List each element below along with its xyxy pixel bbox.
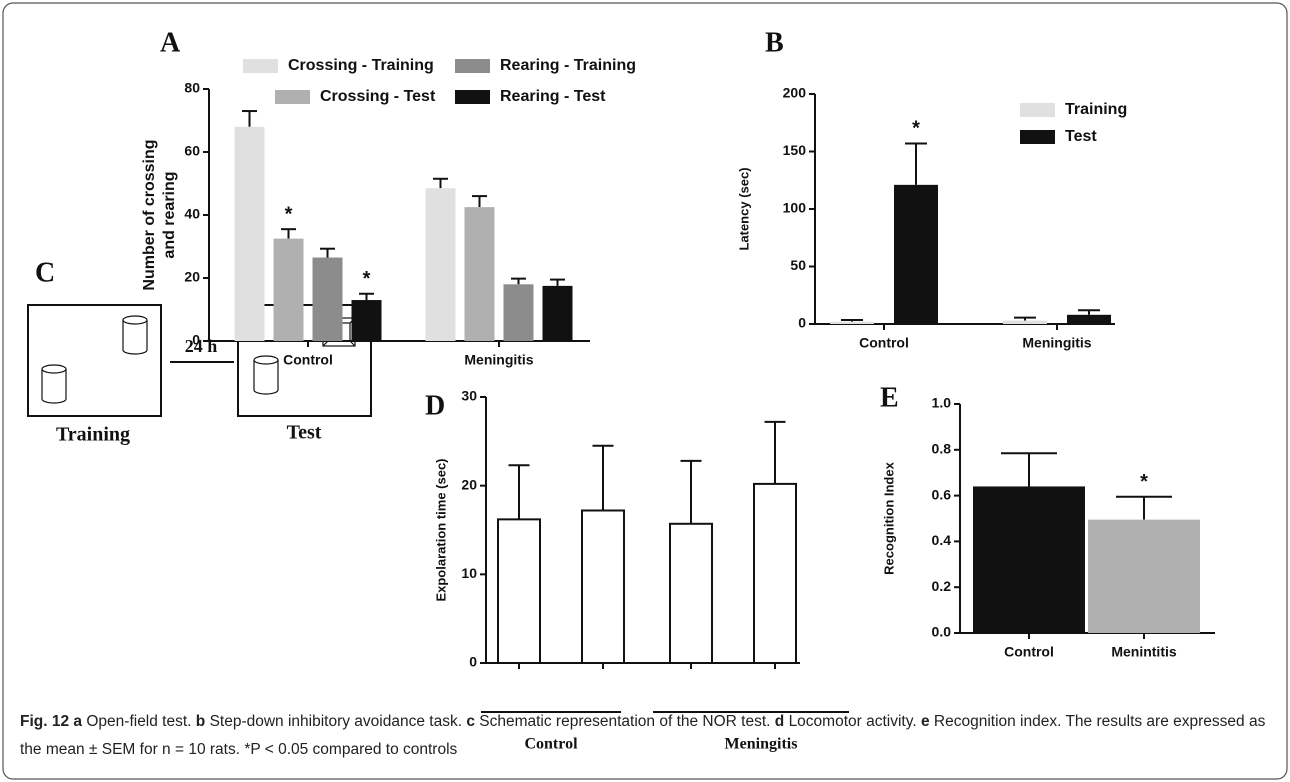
legend-swatch [275, 90, 310, 104]
y-tick-label: 60 [184, 143, 200, 159]
bar [542, 285, 573, 341]
legend-swatch [1020, 103, 1055, 117]
test-box [237, 304, 372, 417]
significance-mark: * [285, 203, 293, 225]
caption-letter: d [774, 713, 785, 730]
panel-label: A [160, 27, 181, 58]
y-tick-label: 0.4 [932, 532, 952, 548]
caption-text: Step-down inhibitory avoidance task. [209, 713, 463, 730]
y-axis-label: Expolaration time (sec) [433, 458, 448, 601]
bar [669, 522, 713, 664]
x-tick-label: Control [283, 352, 333, 368]
y-tick-label: 100 [783, 200, 807, 216]
y-axis-label: and rearing [161, 171, 178, 258]
caption-letter: b [195, 713, 206, 730]
legend-swatch [455, 90, 490, 104]
y-tick-label: 30 [461, 388, 477, 404]
y-tick-label: 10 [461, 565, 477, 581]
y-tick-label: 0 [469, 654, 477, 670]
bar [351, 300, 382, 341]
panel-label: B [765, 27, 784, 58]
panel-label: D [425, 390, 445, 421]
bar [464, 207, 495, 341]
legend-label: Rearing - Training [500, 57, 636, 74]
legend-label: Crossing - Test [320, 88, 436, 105]
legend-label: Test [1065, 128, 1097, 145]
y-tick-label: 80 [184, 80, 200, 96]
bar [1067, 314, 1111, 324]
y-tick-label: 1.0 [932, 395, 952, 411]
y-tick-label: 150 [783, 142, 807, 158]
y-tick-label: 0.6 [932, 486, 952, 502]
legend-swatch [455, 59, 490, 73]
y-tick-label: 0.8 [932, 441, 952, 457]
legend-label: Rearing - Test [500, 88, 606, 105]
x-tick-label: Meningitis [464, 352, 533, 368]
y-tick-label: 0 [192, 332, 200, 348]
caption-text: Open-field test. [86, 713, 192, 730]
caption-footer: The results are expressed as the mean ± … [20, 713, 1266, 758]
bar [830, 321, 874, 324]
x-tick-label: Menintitis [1111, 644, 1177, 660]
x-tick-label: Meningitis [1022, 335, 1091, 351]
x-tick-label: Meningitis [725, 736, 798, 753]
bar [1003, 320, 1047, 324]
caption-letter: e [920, 713, 930, 730]
y-tick-label: 200 [783, 85, 807, 101]
bar [973, 486, 1085, 633]
y-tick-label: 40 [184, 206, 200, 222]
caption-text: Recognition index. [933, 713, 1062, 730]
bar [273, 238, 304, 341]
bar [497, 518, 541, 664]
legend-label: Crossing - Training [288, 57, 434, 74]
y-axis-label: Recognition Index [881, 461, 896, 574]
bar [1088, 519, 1200, 633]
y-tick-label: 0 [798, 315, 806, 331]
interval-label: 24 h [185, 336, 218, 356]
bar [425, 188, 456, 341]
test-label: Test [287, 422, 322, 444]
x-tick-label: Control [1004, 644, 1054, 660]
y-axis-label: Latency (sec) [736, 167, 751, 250]
caption-label: Fig. 12 [20, 713, 70, 730]
bar [234, 126, 265, 341]
significance-mark: * [363, 268, 371, 290]
x-tick-label: Control [859, 335, 909, 351]
y-tick-label: 0.0 [932, 624, 952, 640]
bar [503, 284, 534, 341]
caption: Fig. 12 a Open-field test. b Step-down i… [20, 708, 1270, 764]
y-tick-label: 20 [184, 269, 200, 285]
legend-swatch [243, 59, 278, 73]
caption-text: Locomotor activity. [788, 713, 917, 730]
caption-text: Schematic representation of the NOR test… [479, 713, 771, 730]
y-tick-label: 50 [790, 257, 806, 273]
x-tick-label: Control [524, 736, 578, 753]
panel-label: C [35, 257, 55, 288]
bar [312, 257, 343, 341]
y-tick-label: 20 [461, 476, 477, 492]
legend-label: Training [1065, 101, 1127, 118]
training-box [27, 304, 162, 417]
y-axis-label: Number of crossing [141, 139, 158, 290]
bar [753, 482, 797, 665]
significance-mark: * [1140, 471, 1148, 493]
training-label: Training [56, 424, 130, 446]
bar [581, 509, 625, 665]
y-tick-label: 0.2 [932, 578, 952, 594]
significance-mark: * [912, 118, 920, 140]
legend-swatch [1020, 130, 1055, 144]
caption-letter: c [466, 713, 475, 730]
panel-label: E [880, 382, 899, 413]
caption-letter: a [73, 713, 83, 730]
bar [894, 184, 938, 324]
